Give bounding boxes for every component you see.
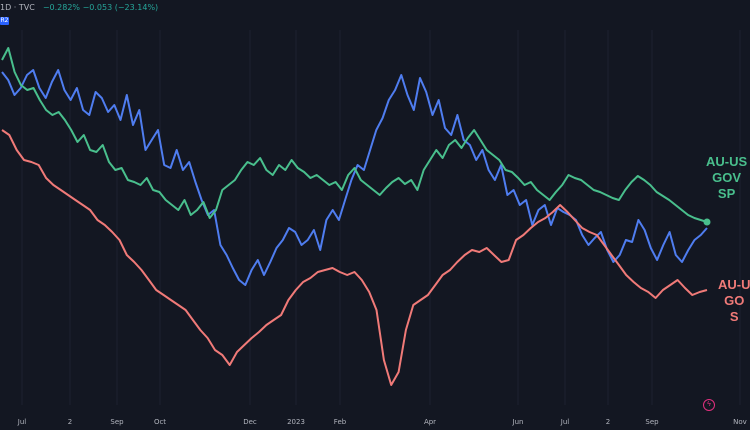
x-tick-label: Apr (424, 418, 436, 426)
x-tick-label: Jul (17, 418, 27, 426)
blue-series-line[interactable] (1, 69, 708, 286)
x-tick-label: Nov (733, 418, 747, 426)
x-tick-label: Dec (243, 418, 257, 426)
series-layer (1, 47, 708, 386)
green-label-line: SP (717, 186, 736, 201)
green-label-line: GOV (712, 170, 742, 185)
end-markers (703, 218, 711, 226)
green-series-line[interactable] (1, 47, 708, 223)
red-label-line: S (729, 309, 739, 324)
green-series-end-marker (703, 218, 711, 226)
series-badge[interactable]: R2 (0, 17, 9, 25)
green-series-label: AU-US GOV SP (706, 154, 747, 202)
green-label-line: AU-US (706, 154, 748, 169)
x-tick-label: Sep (645, 418, 659, 426)
red-series-label: AU-U GO S (718, 277, 750, 325)
red-label-line: AU-U (718, 277, 750, 292)
lightning-icon[interactable]: ϟ (703, 399, 715, 411)
x-tick-label: Jul (560, 418, 570, 426)
x-tick-label: Jun (512, 418, 524, 426)
x-tick-label: 2023 (287, 418, 305, 426)
x-tick-label: 2 (68, 418, 72, 426)
grid (21, 30, 741, 405)
symbol-title: 1D · TVC (0, 3, 35, 12)
chart-header: 1D · TVC −0.282% −0.053 (−23.14%) (0, 3, 158, 12)
red-label-line: GO (724, 293, 745, 308)
x-tick-label: Oct (154, 418, 166, 426)
x-tick-label: 2 (606, 418, 610, 426)
x-tick-label: Sep (110, 418, 124, 426)
red-series-line[interactable] (1, 129, 708, 386)
x-tick-label: Feb (334, 418, 347, 426)
x-axis: Jul 2 Sep Oct Dec 2023 Feb Apr Jun Jul 2 Sep Nov (17, 418, 747, 426)
price-change: −0.282% −0.053 (−23.14%) (42, 3, 159, 12)
